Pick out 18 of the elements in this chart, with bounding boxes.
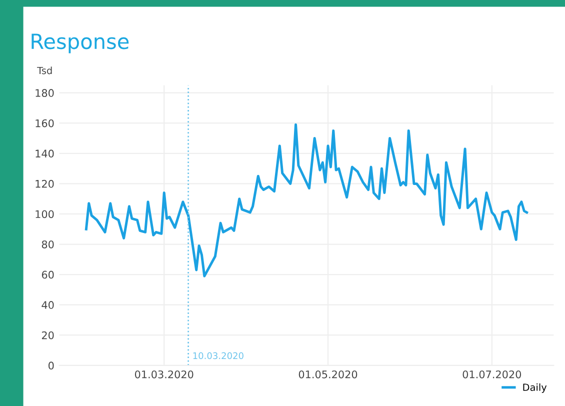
- line-series: [84, 123, 528, 278]
- x-tick-label: 01.03.2020: [134, 370, 194, 378]
- y-tick-label: 100: [36, 210, 54, 218]
- y-tick-label: 40: [42, 301, 54, 309]
- y-tick-label: 60: [42, 270, 54, 279]
- y-tick-label: 20: [42, 331, 54, 340]
- y-tick-label: 140: [36, 150, 54, 158]
- y-tick-label: 80: [42, 240, 54, 248]
- chart-title: Response: [32, 34, 129, 54]
- y-tick-label: 0: [48, 362, 54, 370]
- y-axis-title: Tsd: [37, 66, 52, 74]
- x-tick-label: 01.05.2020: [298, 370, 358, 378]
- x-tick-label: 01.07.2020: [462, 370, 522, 378]
- y-tick-label: 160: [36, 119, 54, 128]
- y-tick-label: 180: [36, 89, 54, 97]
- legend-label: Daily: [523, 383, 547, 393]
- ref-line-label: 10.03.2020: [193, 352, 244, 360]
- y-tick-label: 120: [36, 180, 54, 188]
